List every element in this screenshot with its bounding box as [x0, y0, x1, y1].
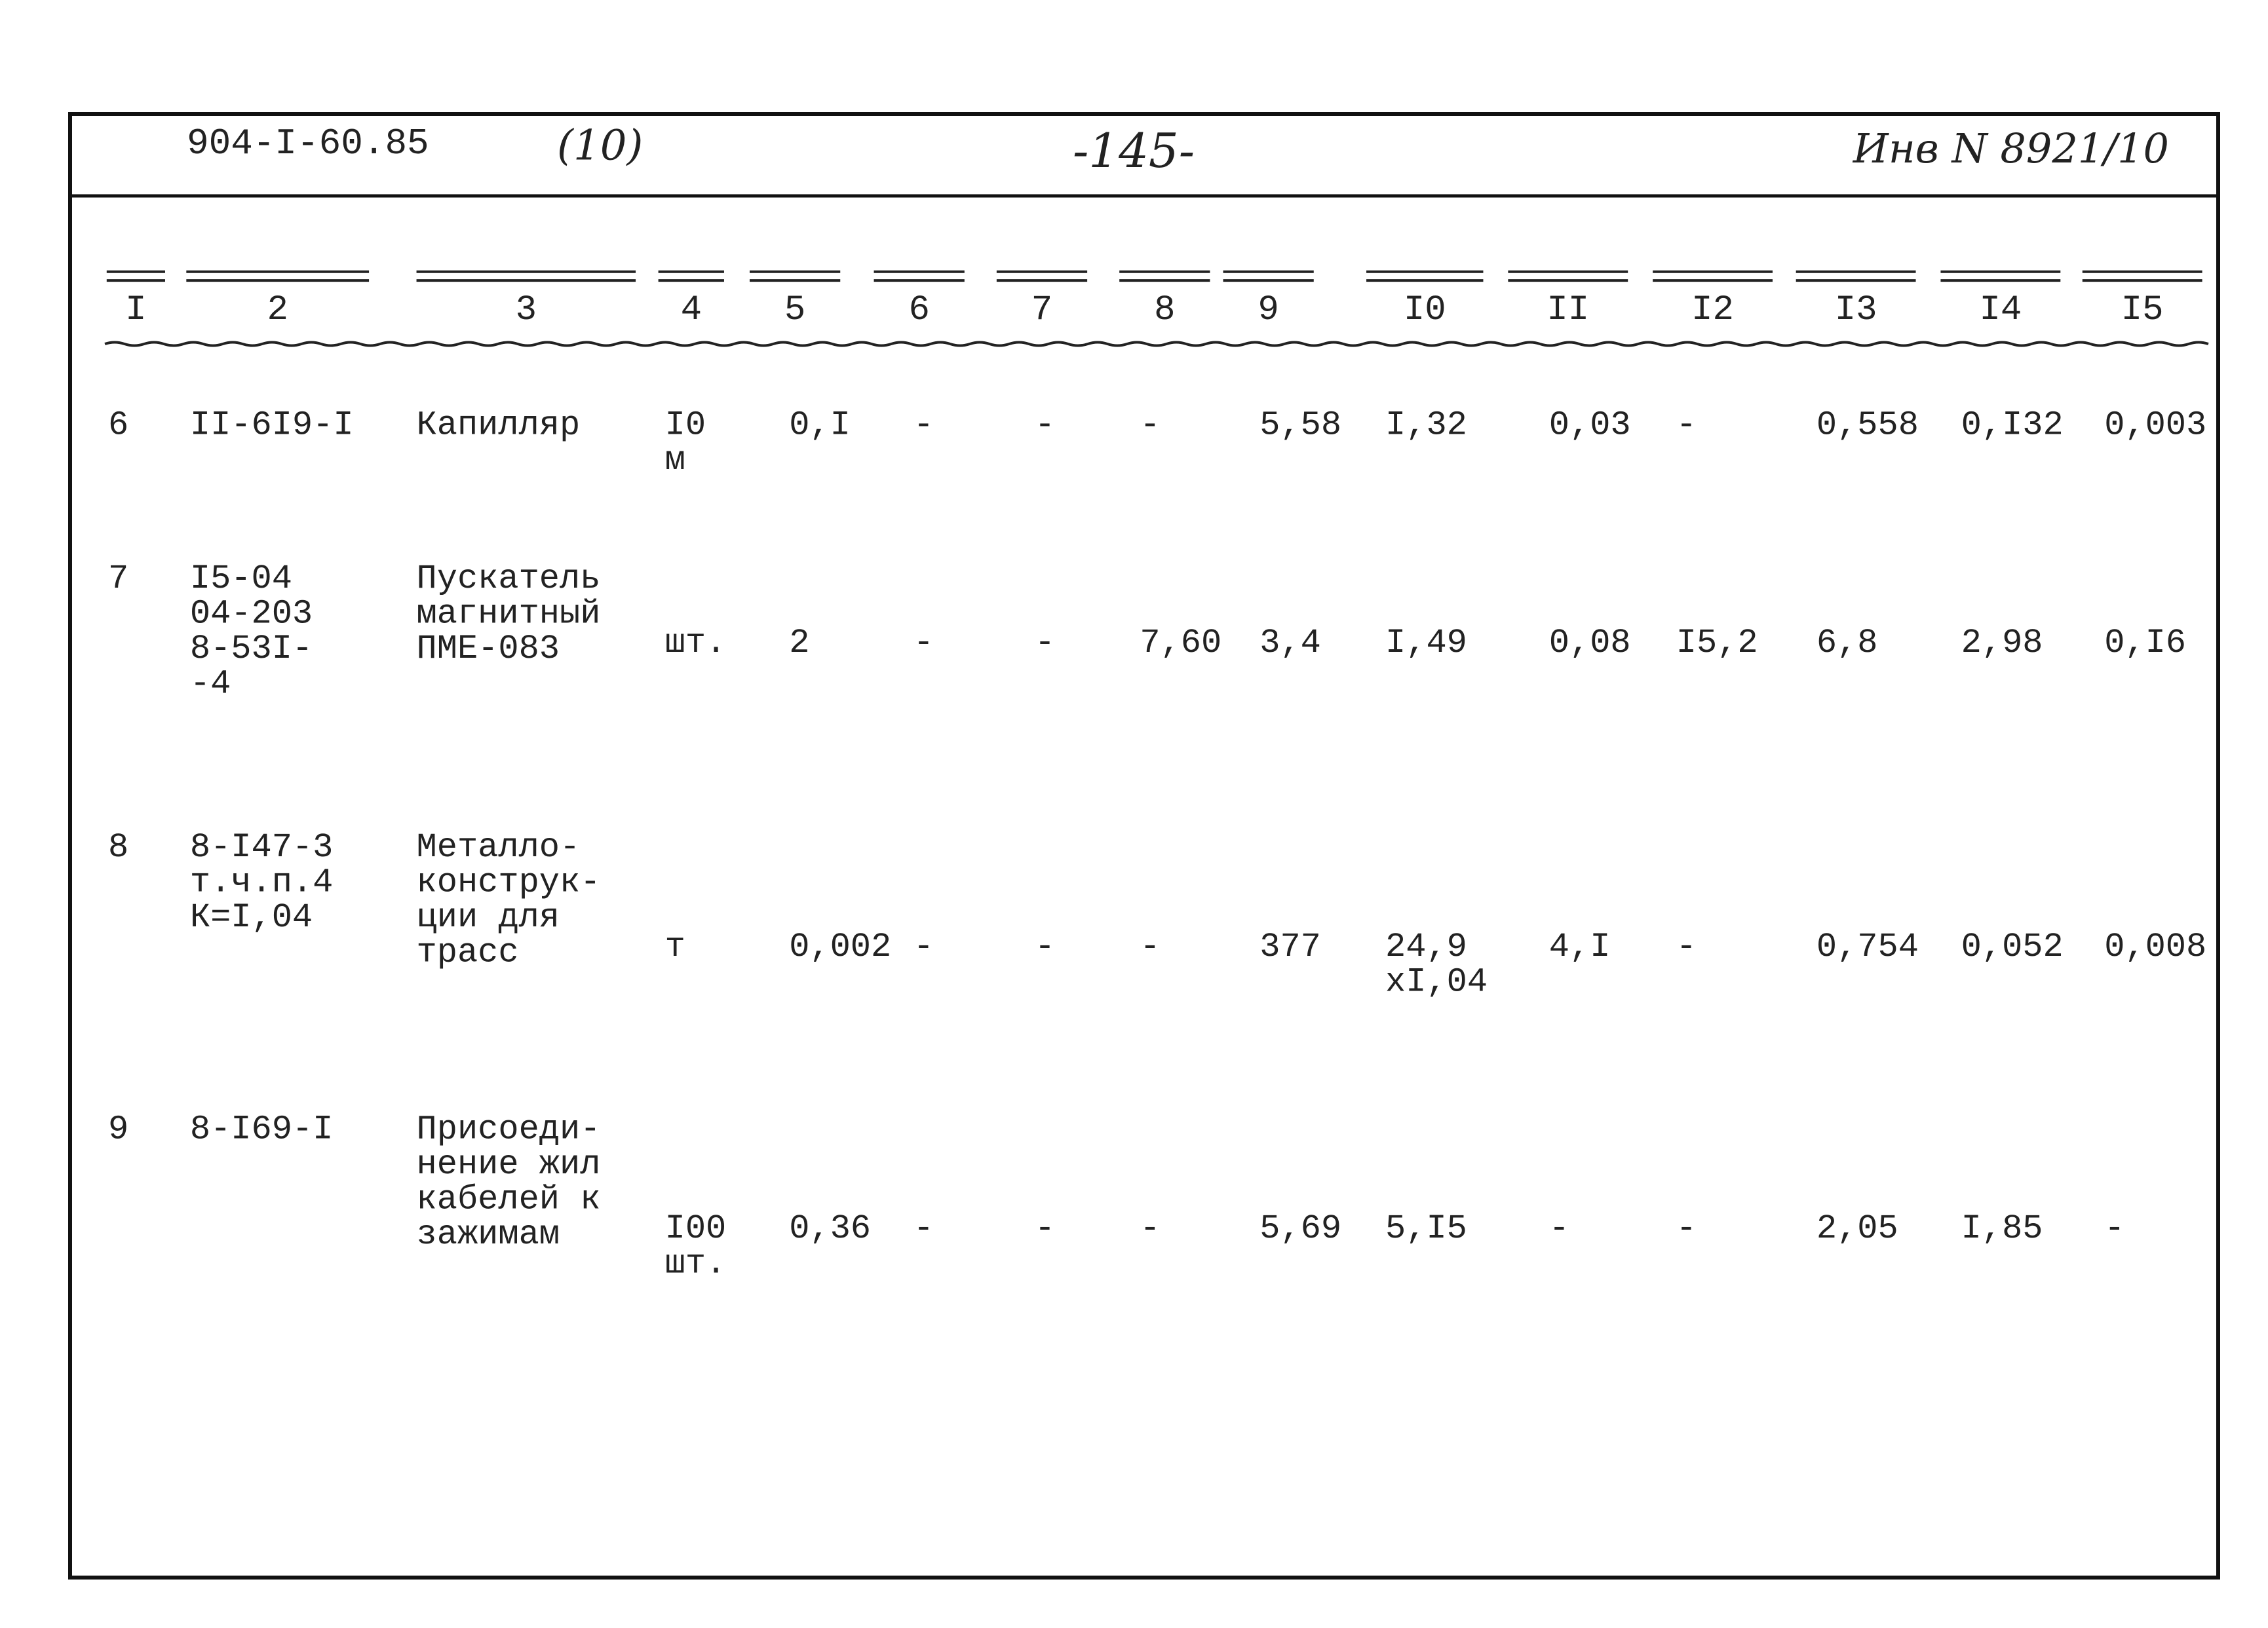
column-number: 5: [784, 290, 805, 330]
cell-text: 0,558: [1816, 406, 1919, 445]
cell-text: т: [665, 928, 685, 966]
cell-text: -: [913, 406, 934, 445]
cell-text: 8-53I-: [190, 630, 313, 668]
header-wavy-rule: [104, 341, 2209, 347]
cell-text: 0,008: [2104, 928, 2206, 966]
cell-text: 3,4: [1259, 624, 1321, 662]
cell-text: 0,36: [789, 1209, 871, 1248]
column-number: 6: [908, 290, 929, 330]
cell-text: 2,98: [1961, 624, 2043, 662]
cell-text: -: [1035, 406, 1055, 445]
cell-text: Пускатель: [417, 559, 601, 598]
column-number: 2: [267, 290, 288, 330]
cell-text: зажимам: [417, 1215, 560, 1254]
cell-text: 04-203: [190, 594, 313, 633]
cell-text: 7: [108, 559, 128, 598]
cell-text: ции для: [417, 898, 560, 937]
cell-text: -: [1140, 1209, 1160, 1248]
column-number: 8: [1154, 290, 1175, 330]
column-number: I5: [2121, 290, 2164, 330]
cell-text: 0,052: [1961, 928, 2064, 966]
column-number: I4: [1979, 290, 2022, 330]
cell-text: кабелей к: [417, 1181, 601, 1219]
cell-text: I0: [665, 406, 706, 445]
cell-text: -: [1140, 406, 1160, 445]
cell-text: I,32: [1385, 406, 1467, 445]
cell-text: 377: [1259, 928, 1321, 966]
column-number: I2: [1691, 290, 1734, 330]
cell-text: 6,8: [1816, 624, 1878, 662]
cell-text: 0,I32: [1961, 406, 2064, 445]
page-number: -145-: [1073, 123, 1195, 178]
cell-text: 5,I5: [1385, 1209, 1467, 1248]
cell-text: -: [1035, 1209, 1055, 1248]
cell-text: хI,04: [1385, 962, 1488, 1001]
cell-text: Капилляр: [417, 406, 581, 445]
cell-text: 8: [108, 828, 128, 867]
cell-text: I,49: [1385, 624, 1467, 662]
inventory-number: Инв N 8921/10: [1853, 124, 2169, 172]
cell-text: 0,08: [1549, 624, 1631, 662]
cell-text: 0,002: [789, 928, 891, 966]
cell-text: 2,05: [1816, 1209, 1898, 1248]
cell-text: I5-04: [190, 559, 292, 598]
doc-code: 904-I-60.85: [187, 123, 429, 164]
cell-text: 8-I69-I: [190, 1110, 333, 1149]
cell-text: 24,9: [1385, 928, 1467, 966]
cell-text: магнитный: [417, 594, 601, 633]
cell-text: 9: [108, 1110, 128, 1149]
cell-text: I5,2: [1676, 624, 1758, 662]
cell-text: 0,03: [1549, 406, 1631, 445]
column-number: 4: [681, 290, 702, 330]
cell-text: конструк-: [417, 863, 601, 902]
cell-text: II-6I9-I: [190, 406, 354, 445]
frame: [68, 112, 2220, 1580]
sheet-number: (10): [557, 122, 643, 170]
cell-text: 0,003: [2104, 406, 2206, 445]
cell-text: трасс: [417, 934, 519, 972]
cell-text: 0,I: [789, 406, 851, 445]
cell-text: -: [1035, 928, 1055, 966]
cell-text: К=I,04: [190, 898, 313, 937]
cell-text: -: [1140, 928, 1160, 966]
cell-text: -: [913, 928, 934, 966]
cell-text: т.ч.п.4: [190, 863, 333, 902]
cell-text: -: [913, 624, 934, 662]
cell-text: Металло-: [417, 828, 581, 867]
column-number: I3: [1835, 290, 1877, 330]
cell-text: ПМЕ-083: [417, 630, 560, 668]
cell-text: шт.: [665, 624, 727, 662]
cell-text: -: [1676, 406, 1697, 445]
cell-text: -: [2104, 1209, 2124, 1248]
cell-text: 6: [108, 406, 128, 445]
column-number: II: [1547, 290, 1589, 330]
cell-text: 0,754: [1816, 928, 1919, 966]
column-number: 7: [1031, 290, 1052, 330]
cell-text: м: [665, 441, 685, 480]
cell-text: -: [1676, 928, 1697, 966]
cell-text: 5,69: [1259, 1209, 1341, 1248]
cell-text: 2: [789, 624, 809, 662]
cell-text: Присоеди-: [417, 1110, 601, 1149]
cell-text: -: [1549, 1209, 1569, 1248]
cell-text: -: [1035, 624, 1055, 662]
cell-text: 0,I6: [2104, 624, 2186, 662]
cell-text: 8-I47-3: [190, 828, 333, 867]
cell-text: нение жил: [417, 1145, 601, 1184]
cell-text: 4,I: [1549, 928, 1611, 966]
cell-text: 7,60: [1140, 624, 1221, 662]
cell-text: 5,58: [1259, 406, 1341, 445]
cell-text: шт.: [665, 1245, 727, 1283]
cell-text: I00: [665, 1209, 727, 1248]
column-number: 3: [516, 290, 537, 330]
cell-text: -4: [190, 664, 231, 703]
cell-text: -: [913, 1209, 934, 1248]
cell-text: -: [1676, 1209, 1697, 1248]
cell-text: I,85: [1961, 1209, 2043, 1248]
column-number: I0: [1404, 290, 1446, 330]
column-number: I: [125, 290, 146, 330]
column-number: 9: [1258, 290, 1278, 330]
